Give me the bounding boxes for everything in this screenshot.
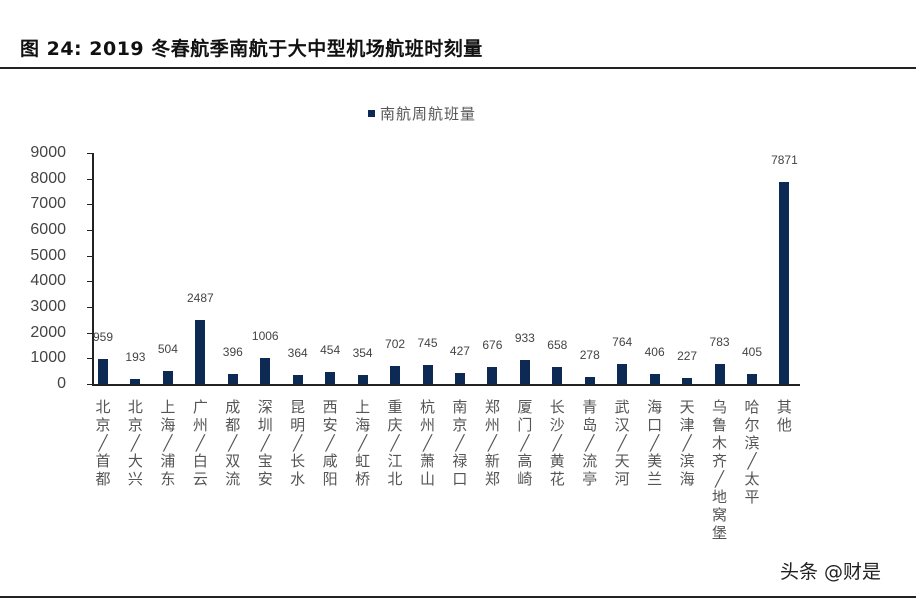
top-divider <box>0 67 916 69</box>
bar-value-label: 2487 <box>186 291 214 306</box>
bar-value-label: 405 <box>741 344 763 359</box>
y-tick-label: 6000 <box>30 221 66 238</box>
x-category-label: 重庆╱江北 <box>387 398 403 488</box>
x-category-label: 昆明╱长水 <box>290 398 306 488</box>
y-tick <box>87 384 93 385</box>
bar-value-label: 1006 <box>251 329 279 344</box>
bar <box>454 373 465 384</box>
bar-value-label: 702 <box>385 336 406 351</box>
x-category-label: 杭州╱萧山 <box>419 398 435 488</box>
y-tick-label: 9000 <box>30 144 66 161</box>
bar <box>519 360 530 384</box>
figure-title: 图 24: 2019 冬春航季南航于大中型机场航班时刻量 <box>20 38 483 60</box>
x-category-label: 郑州╱新郑 <box>484 398 500 488</box>
bar <box>552 367 563 384</box>
x-category-label: 南京╱禄口 <box>452 398 468 488</box>
bar <box>325 372 336 384</box>
y-tick-label: 5000 <box>30 246 66 264</box>
bar <box>357 374 368 384</box>
bar <box>617 364 628 384</box>
bar <box>260 358 271 384</box>
x-category-label: 上海╱虹桥 <box>355 398 371 488</box>
y-tick-label: 2000 <box>30 323 66 341</box>
y-tick-label: 0 <box>57 375 66 392</box>
y-tick <box>87 307 93 308</box>
bottom-divider <box>0 596 916 598</box>
x-category-label: 西安╱咸阳 <box>322 398 338 488</box>
legend-label: 南航周航班量 <box>380 105 477 123</box>
x-category-label: 广州╱白云 <box>192 398 208 488</box>
x-category-label: 北京╱大兴 <box>127 398 143 488</box>
x-category-label: 北京╱首都 <box>95 398 111 488</box>
bar <box>130 379 141 384</box>
bar-value-label: 364 <box>287 345 308 360</box>
x-category-label: 厦门╱高崎 <box>517 398 533 488</box>
bar-value-label: 193 <box>125 350 146 365</box>
bar <box>162 371 173 384</box>
x-category-label: 青岛╱流亭 <box>582 398 598 488</box>
bar-value-label: 783 <box>709 334 730 349</box>
y-tick <box>87 358 93 360</box>
bar-value-label: 454 <box>320 343 341 358</box>
bar <box>584 376 595 384</box>
bar <box>195 320 206 384</box>
bar <box>292 374 303 384</box>
y-tick-label: 7000 <box>30 195 66 213</box>
y-tick-label: 4000 <box>30 272 66 290</box>
y-tick <box>87 204 93 206</box>
bar <box>98 359 108 384</box>
y-tick <box>87 332 93 334</box>
x-axis <box>92 384 800 386</box>
x-category-label: 武汉╱天河 <box>614 398 630 488</box>
bar-value-label: 959 <box>92 330 114 345</box>
x-category-label: 天津╱滨海 <box>679 398 695 488</box>
bar-value-label: 676 <box>482 337 503 352</box>
y-tick-label: 3000 <box>30 298 66 315</box>
x-category-label: 长沙╱黄花 <box>549 398 565 488</box>
bar-value-label: 406 <box>644 344 665 359</box>
bar <box>682 378 693 384</box>
bar <box>227 373 238 384</box>
x-category-label: 乌鲁木齐╱地窝堡 <box>712 398 728 542</box>
x-category-label: 深圳╱宝安 <box>257 398 273 488</box>
x-category-label: 成都╱双流 <box>225 398 241 488</box>
bar-value-label: 504 <box>157 342 178 357</box>
bar <box>649 373 660 384</box>
x-category-label: 上海╱浦东 <box>160 398 176 488</box>
chart-legend: 南航周航班量 <box>368 103 476 124</box>
bar-value-label: 933 <box>514 331 535 346</box>
bar <box>714 363 725 384</box>
y-axis <box>92 153 94 385</box>
y-tick <box>87 230 93 231</box>
y-tick-label: 8000 <box>30 169 66 187</box>
bar <box>422 364 433 384</box>
x-category-label: 其他 <box>776 398 792 434</box>
bar-value-label: 745 <box>417 335 438 350</box>
y-tick <box>87 255 93 257</box>
bar <box>779 181 790 384</box>
bar-value-label: 278 <box>579 347 600 362</box>
watermark: 头条 @财是 <box>780 561 882 583</box>
bar-value-label: 427 <box>449 344 470 359</box>
legend-swatch <box>368 110 375 117</box>
bar-value-label: 354 <box>352 345 373 360</box>
bar-value-label: 227 <box>677 349 698 364</box>
y-tick <box>87 178 93 180</box>
bar-value-label: 7871 <box>771 152 798 167</box>
bar <box>487 366 498 384</box>
y-tick <box>87 153 93 154</box>
bar-value-label: 396 <box>222 344 243 359</box>
bar <box>747 373 757 384</box>
bar-value-label: 764 <box>612 335 633 350</box>
y-tick <box>87 281 93 283</box>
bar-value-label: 658 <box>547 338 568 353</box>
x-category-label: 哈尔滨╱太平 <box>744 398 760 506</box>
bar <box>390 365 401 384</box>
y-tick-label: 1000 <box>30 349 66 367</box>
x-category-label: 海口╱美兰 <box>647 398 663 488</box>
